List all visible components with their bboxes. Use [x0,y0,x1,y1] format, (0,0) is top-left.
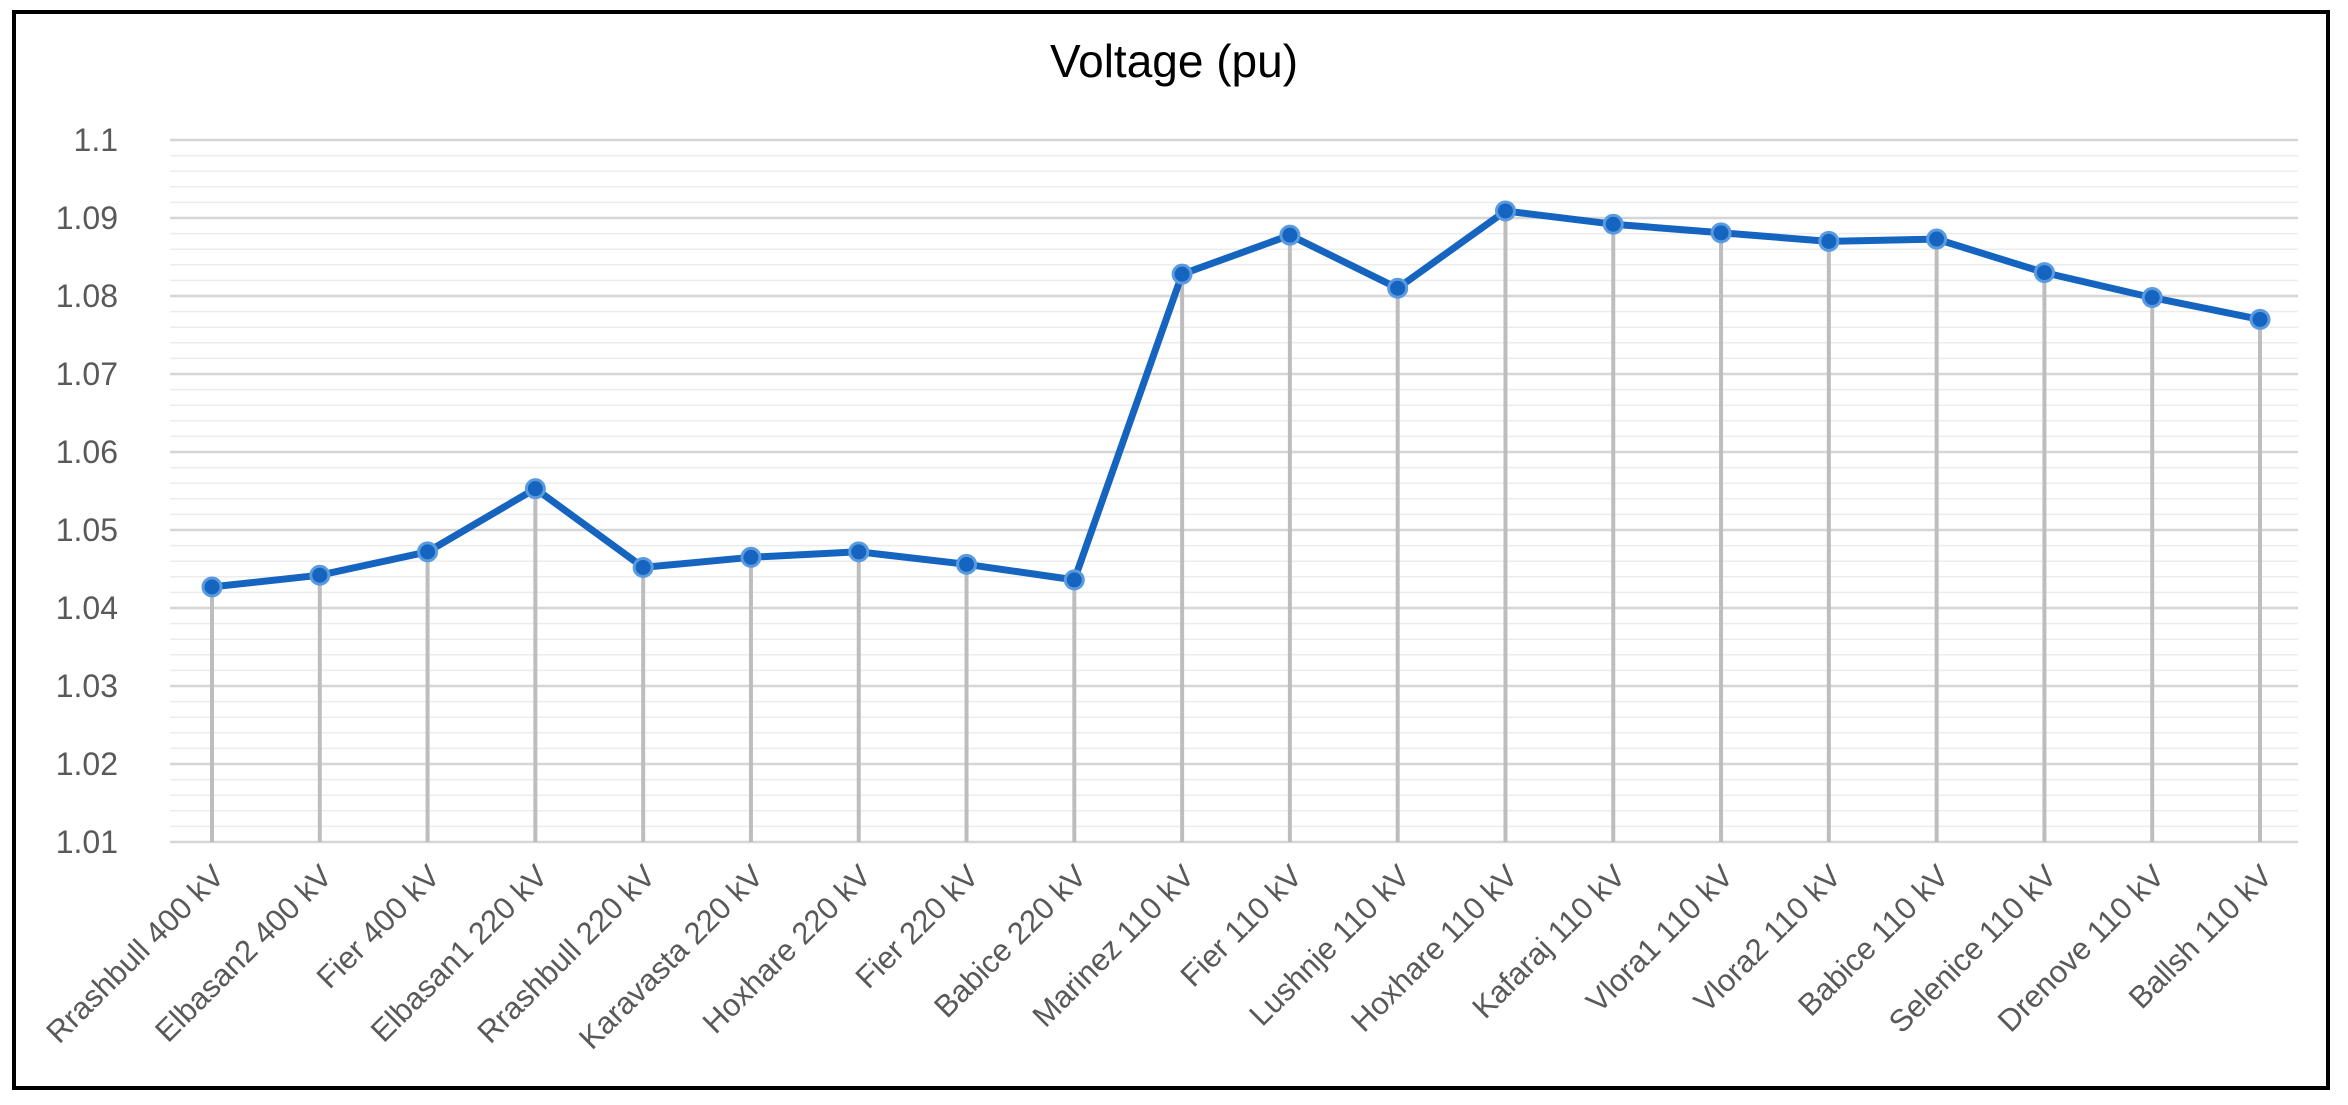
data-point [1171,263,1193,285]
data-point [1818,230,1840,252]
data-point [1602,213,1624,235]
chart-title: Voltage (pu) [1049,35,1299,87]
data-point [632,556,654,578]
x-tick-label: Karavasta 220 kV [572,858,770,1056]
data-point [1494,200,1516,222]
data-point [740,546,762,568]
data-point [2141,287,2163,309]
data-point [1063,569,1085,591]
data-point [848,541,870,563]
major-gridlines [170,138,2298,844]
x-tick-label: Rrashbull 220 kV [470,858,662,1050]
y-tick-label: 1.04 [56,590,118,626]
y-tick-label: 1.09 [56,200,118,236]
data-point [2249,308,2271,330]
y-tick-label: 1.06 [56,434,118,470]
x-tick-label: Rrashbull 400 kV [39,858,231,1050]
data-point [1279,224,1301,246]
y-tick-label: 1.1 [74,122,118,158]
data-point [309,564,331,586]
data-point [1926,228,1948,250]
series-markers [201,200,2271,598]
data-point [956,553,978,575]
drop-lines [210,210,2262,842]
data-point [1710,222,1732,244]
y-tick-label: 1.05 [56,512,118,548]
y-axis: 1.01 1.02 1.03 1.04 1.05 1.06 1.07 1.08 1.09 1.1 [56,122,118,860]
data-point [201,576,223,598]
data-point [417,541,439,563]
y-tick-label: 1.01 [56,824,118,860]
series-line [208,207,2264,591]
y-tick-label: 1.07 [56,356,118,392]
chart-frame [12,10,2330,1090]
y-tick-label: 1.02 [56,746,118,782]
data-point [1387,277,1409,299]
y-tick-label: 1.08 [56,278,118,314]
data-point [524,478,546,500]
y-tick-label: 1.03 [56,668,118,704]
data-point [2033,262,2055,284]
